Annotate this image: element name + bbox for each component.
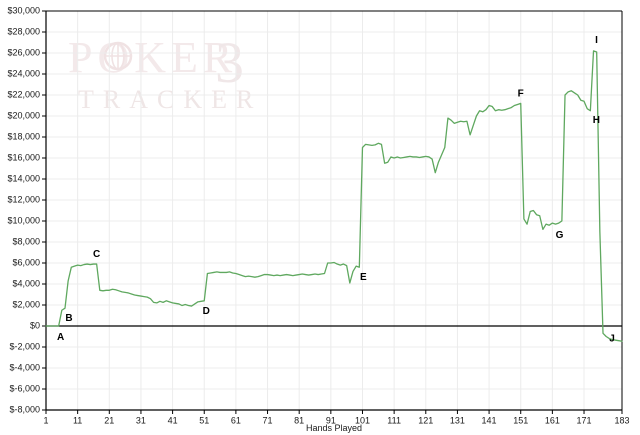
x-tick-label: 151 [513,415,528,425]
y-tick-label: $30,000 [7,5,40,15]
x-tick-label: 71 [263,415,273,425]
y-tick-label: $14,000 [7,173,40,183]
point-label-j: J [609,334,615,345]
point-label-f: F [518,88,524,99]
y-tick-label: $18,000 [7,131,40,141]
point-label-b: B [65,313,72,324]
x-tick-label: 111 [387,415,401,425]
y-tick-label: $-2,000 [9,341,40,351]
x-tick-label: 11 [73,415,82,425]
y-tick-label: $24,000 [7,68,40,78]
point-label-i: I [595,35,598,46]
x-tick-label: 31 [136,415,146,425]
poker-tracker-watermark: POKER TRACKER 3 [68,30,262,114]
point-label-e: E [360,272,367,283]
x-tick-label: 183 [614,415,629,425]
x-tick-label: 81 [294,415,304,425]
plot-area-background [46,11,622,410]
x-tick-label: 61 [231,415,241,425]
x-tick-label: 131 [450,415,465,425]
y-tick-label: $8,000 [12,236,40,246]
point-label-c: C [93,249,100,260]
y-axis-tick-labels: $30,000 $28,000 $26,000 $24,000 $22,000 $20,0… [7,5,40,414]
plot-frame [45,10,623,411]
x-tick-label: 171 [577,415,592,425]
x-tick-label: 91 [326,415,336,425]
y-tick-label: $22,000 [7,89,40,99]
point-label-d: D [203,306,210,317]
point-annotations: AB C D E F G H I J [57,35,615,345]
x-axis-title: Hands Played [306,423,362,433]
y-tick-label: $16,000 [7,152,40,162]
watermark-poker-text: POKER [68,33,237,82]
y-axis-ticks [42,10,46,411]
point-label-h: H [593,115,600,126]
y-tick-label: $26,000 [7,47,40,57]
point-label-g: G [556,230,564,241]
x-tick-label: 141 [482,415,497,425]
x-tick-label: 101 [355,415,370,425]
x-tick-label: 121 [418,415,433,425]
point-label-a: A [57,332,64,343]
y-tick-label: $6,000 [12,257,40,267]
x-tick-label: 51 [199,415,209,425]
y-tick-label: $-8,000 [9,404,40,414]
y-tick-label: $10,000 [7,215,40,225]
y-tick-label: $0 [30,320,40,330]
x-axis-ticks [45,410,623,414]
y-tick-label: $2,000 [12,299,40,309]
x-tick-label: 21 [104,415,114,425]
y-tick-label: $4,000 [12,278,40,288]
y-tick-label: $20,000 [7,110,40,120]
x-tick-label: 41 [168,415,178,425]
y-tick-label: $28,000 [7,26,40,36]
y-tick-label: $12,000 [7,194,40,204]
y-tick-label: $-4,000 [9,362,40,372]
y-tick-label: $-6,000 [9,383,40,393]
x-tick-label: 1 [43,415,48,425]
x-axis-tick-labels: 1 11 21 31 41 51 61 71 81 91 101 111 121 131 141 151 161… [43,415,629,425]
winnings-line-series [45,50,623,342]
watermark-tracker-text: TRACKER [78,85,262,114]
x-tick-label: 161 [545,415,560,425]
watermark-version-text: 3 [215,30,244,95]
